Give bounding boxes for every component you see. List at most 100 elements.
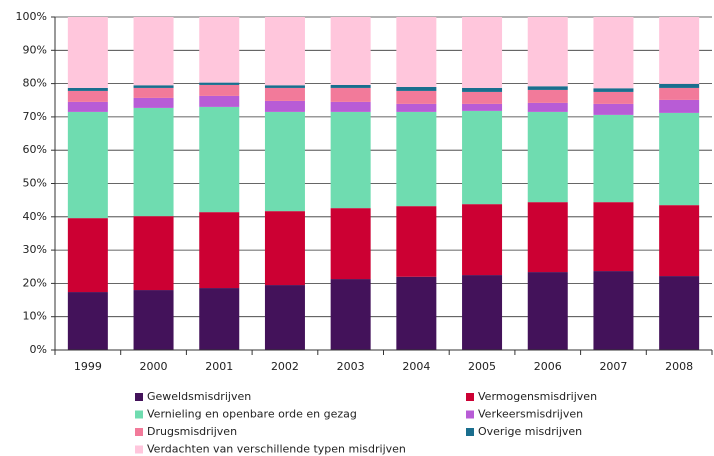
bar-segment: [462, 91, 503, 104]
bar-segment: [659, 83, 700, 88]
bar-segment: [133, 17, 174, 86]
y-tick-label: 80%: [23, 77, 47, 90]
bar-segment: [133, 97, 174, 108]
bar-segment: [67, 101, 108, 112]
bar-segment: [133, 216, 174, 291]
bar-segment: [527, 86, 568, 90]
legend-swatch: [135, 445, 143, 454]
bar-segment: [593, 17, 634, 89]
bar-segment: [462, 110, 503, 205]
bar-segment: [396, 17, 437, 87]
bar-segment: [527, 17, 568, 87]
bar-segment: [593, 88, 634, 92]
bar-segment: [527, 89, 568, 103]
x-tick-label: 2000: [140, 360, 168, 373]
bar-segment: [67, 87, 108, 91]
bar-segment: [67, 111, 108, 219]
bar-segment: [462, 275, 503, 350]
y-tick-label: 90%: [23, 43, 47, 56]
y-tick-label: 100%: [16, 10, 47, 23]
bar-segment: [593, 202, 634, 272]
legend-label: Verdachten van verschillende typen misdr…: [147, 443, 406, 456]
bar-segment: [396, 111, 437, 207]
bar-segment: [527, 272, 568, 350]
bar-segment: [330, 84, 371, 88]
bar-segment: [199, 95, 240, 107]
x-tick-label: 1999: [74, 360, 102, 373]
x-tick-label: 2003: [337, 360, 365, 373]
legend-swatch: [135, 428, 143, 436]
bar-segment: [396, 86, 437, 91]
bar-segment: [133, 85, 174, 88]
bar-segment: [396, 206, 437, 277]
legend-label: Vernieling en openbare orde en gezag: [147, 408, 357, 421]
bar-segment: [659, 276, 700, 350]
legend-swatch: [466, 428, 474, 436]
bar-segment: [527, 202, 568, 273]
bar-segment: [264, 111, 305, 212]
bar-segment: [133, 107, 174, 217]
bar-segment: [527, 111, 568, 203]
bar-segment: [330, 111, 371, 209]
y-tick-label: 30%: [23, 243, 47, 256]
bar-segment: [396, 90, 437, 104]
y-tick-label: 40%: [23, 210, 47, 223]
bar-segment: [264, 211, 305, 286]
bar-segment: [264, 87, 305, 101]
bar-segment: [659, 87, 700, 100]
x-tick-label: 2002: [271, 360, 299, 373]
bar-segment: [659, 99, 700, 113]
bar-segment: [67, 90, 108, 102]
bar-segment: [67, 17, 108, 88]
legend-label: Vermogensmisdrijven: [478, 390, 597, 403]
bar-segment: [330, 279, 371, 350]
bar-segment: [659, 205, 700, 277]
legend-label: Drugsmisdrijven: [147, 425, 237, 438]
legend-swatch: [466, 393, 474, 401]
bar-segment: [264, 17, 305, 86]
x-tick-label: 2007: [599, 360, 627, 373]
bar-segment: [199, 288, 240, 350]
y-tick-label: 60%: [23, 143, 47, 156]
bar-segment: [396, 103, 437, 112]
bar-segment: [330, 17, 371, 85]
x-tick-label: 2005: [468, 360, 496, 373]
y-tick-label: 20%: [23, 276, 47, 289]
bar-segment: [264, 285, 305, 350]
bar-segment: [330, 208, 371, 280]
bar-segment: [199, 212, 240, 289]
bar-segment: [527, 102, 568, 112]
bar-segment: [593, 103, 634, 115]
y-tick-label: 10%: [23, 310, 47, 323]
bar-segment: [199, 106, 240, 213]
legend-swatch: [135, 410, 143, 419]
bar-segment: [593, 91, 634, 104]
bar-segment: [330, 101, 371, 112]
y-tick-label: 70%: [23, 110, 47, 123]
bar-segment: [199, 82, 240, 85]
bar-segment: [330, 87, 371, 102]
bar-segment: [462, 103, 503, 111]
x-tick-label: 2008: [665, 360, 693, 373]
bar-segment: [462, 87, 503, 92]
bar-segment: [199, 17, 240, 83]
legend-swatch: [135, 393, 143, 401]
bar-segment: [264, 85, 305, 88]
bar-segment: [593, 271, 634, 350]
legend-swatch: [466, 410, 474, 419]
bar-segment: [264, 100, 305, 112]
bar-segment: [396, 276, 437, 350]
x-tick-label: 2001: [205, 360, 233, 373]
x-tick-label: 2004: [402, 360, 430, 373]
legend-label: Overige misdrijven: [478, 425, 582, 438]
bar-segment: [67, 292, 108, 350]
bar-segment: [462, 204, 503, 276]
legend-label: Verkeersmisdrijven: [478, 408, 583, 421]
bar-segment: [462, 17, 503, 88]
y-tick-label: 50%: [23, 177, 47, 190]
bar-segment: [133, 290, 174, 350]
bar-segment: [67, 218, 108, 293]
bar-segment: [199, 84, 240, 96]
